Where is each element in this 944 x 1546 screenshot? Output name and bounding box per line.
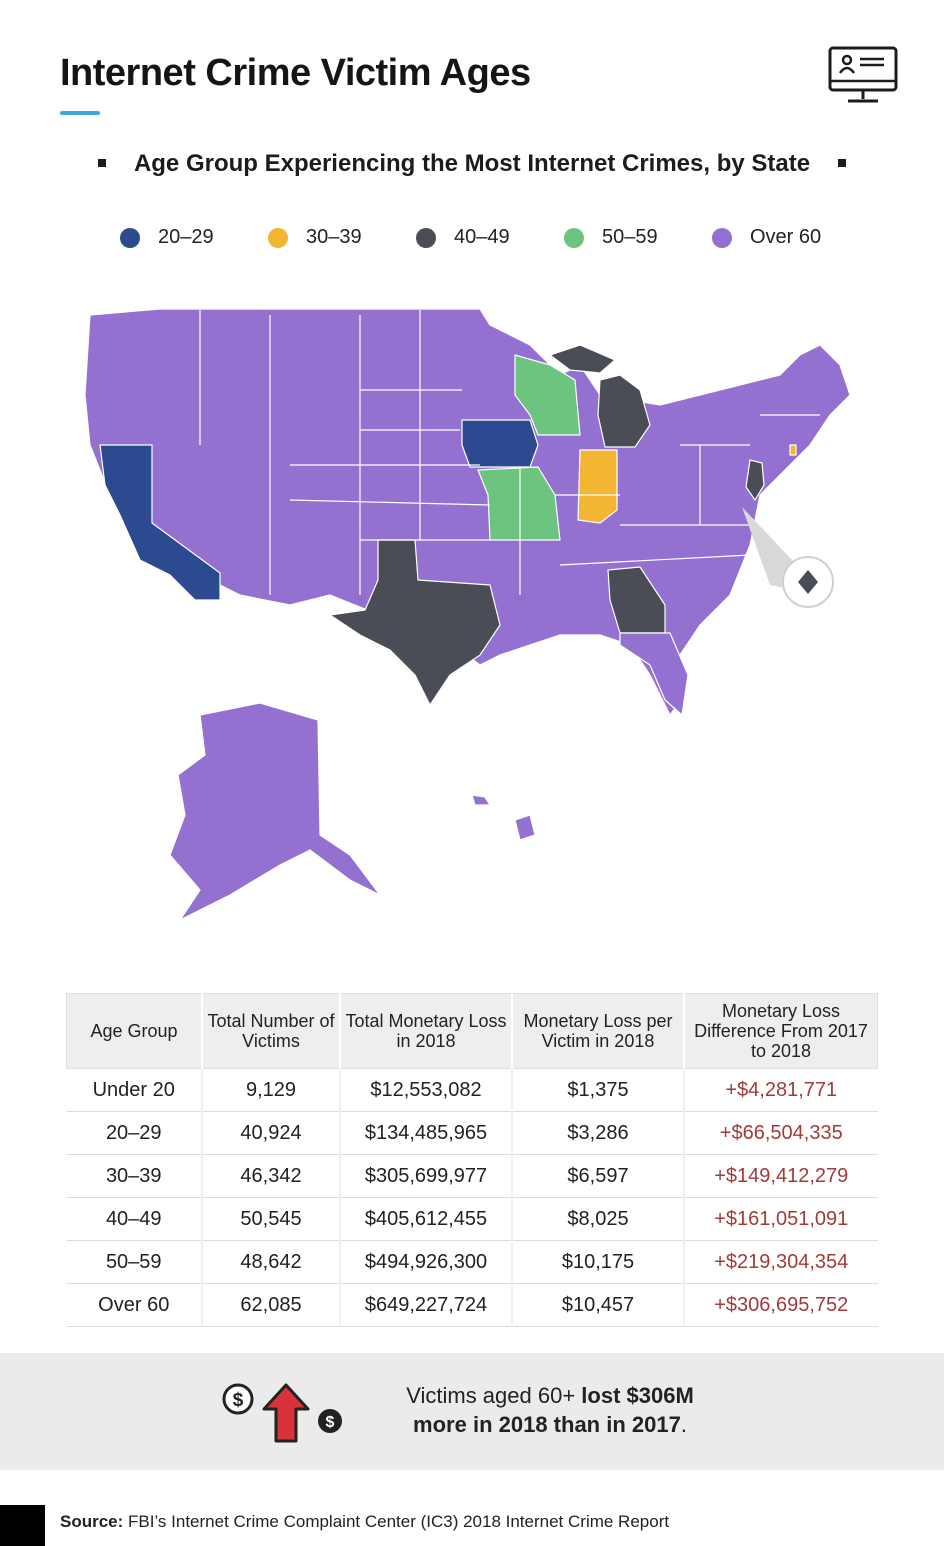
cell-age-group: 20–29 <box>66 1111 203 1155</box>
title-underline <box>60 111 100 115</box>
cell-loss-difference: +$306,695,752 <box>684 1283 878 1327</box>
legend-dot-40-49 <box>416 227 436 248</box>
cell-loss-per-victim: $6,597 <box>512 1154 685 1198</box>
source-bar-decoration <box>0 1505 45 1546</box>
callout-line2-bold: more in 2018 than in 2017 <box>413 1412 681 1437</box>
table-row: 20–29 40,924 $134,485,965 $3,286 +$66,50… <box>66 1111 878 1155</box>
monitor-user-icon <box>828 46 898 103</box>
cell-loss-per-victim: $1,375 <box>512 1068 685 1112</box>
source-text: FBI’s Internet Crime Complaint Center (I… <box>123 1512 670 1531</box>
state-michigan <box>597 374 651 448</box>
callout-line2-end: . <box>680 1412 687 1437</box>
victim-stats-table: Age Group Total Number of Victims Total … <box>66 993 878 1327</box>
legend-item: 30–39 <box>268 226 362 249</box>
up-arrow-icon <box>262 1383 310 1443</box>
callout-line1-bold: lost $306M <box>581 1383 694 1408</box>
cell-victims: 48,642 <box>202 1240 341 1284</box>
table-row: Under 20 9,129 $12,553,082 $1,375 +$4,28… <box>66 1068 878 1112</box>
legend-dot-20-29 <box>120 227 140 248</box>
state-california <box>99 444 221 601</box>
cell-victims: 40,924 <box>202 1111 341 1155</box>
cell-victims: 50,545 <box>202 1197 341 1241</box>
table-row: 30–39 46,342 $305,699,977 $6,597 +$149,4… <box>66 1154 878 1198</box>
cell-total-loss: $12,553,082 <box>340 1068 513 1112</box>
map-svg <box>84 308 851 921</box>
state-hawaii <box>514 814 536 841</box>
cell-loss-difference: +$149,412,279 <box>684 1154 878 1198</box>
cell-loss-per-victim: $10,457 <box>512 1283 685 1327</box>
dollar-coin-icon: $ <box>222 1383 254 1415</box>
callout-line1-normal: Victims aged 60+ <box>406 1383 582 1408</box>
state-wisconsin <box>514 354 581 436</box>
table-header-row: Age Group Total Number of Victims Total … <box>66 993 878 1069</box>
source-citation: Source: FBI’s Internet Crime Complaint C… <box>60 1512 669 1532</box>
cell-loss-per-victim: $8,025 <box>512 1197 685 1241</box>
legend-item: Over 60 <box>712 226 821 249</box>
callout-banner: $ $ Victims aged 60+ lost $306M more in … <box>0 1353 944 1470</box>
cell-total-loss: $494,926,300 <box>340 1240 513 1284</box>
legend-dot-over-60 <box>712 227 732 248</box>
cell-total-loss: $134,485,965 <box>340 1111 513 1155</box>
cell-total-loss: $649,227,724 <box>340 1283 513 1327</box>
bullet-square-right <box>838 158 847 167</box>
page-title: Internet Crime Victim Ages <box>60 52 531 94</box>
state-texas <box>329 539 501 706</box>
cell-loss-difference: +$219,304,354 <box>684 1240 878 1284</box>
header-loss-per-victim: Monetary Loss per Victim in 2018 <box>512 993 685 1069</box>
cell-loss-per-victim: $10,175 <box>512 1240 685 1284</box>
legend-item: 20–29 <box>120 226 214 249</box>
dc-marker-icon <box>798 570 818 594</box>
cell-victims: 46,342 <box>202 1154 341 1198</box>
cell-age-group: Over 60 <box>66 1283 203 1327</box>
state-indiana <box>577 449 618 524</box>
cell-age-group: Under 20 <box>66 1068 203 1112</box>
cell-victims: 9,129 <box>202 1068 341 1112</box>
dollar-coin-small-icon: $ <box>318 1409 342 1433</box>
state-missouri <box>477 466 561 541</box>
svg-text:$: $ <box>326 1414 335 1431</box>
state-hawaii-islands <box>471 794 491 806</box>
subtitle-text: Age Group Experiencing the Most Internet… <box>133 150 811 177</box>
cell-total-loss: $405,612,455 <box>340 1197 513 1241</box>
legend-dot-30-39 <box>268 227 288 248</box>
svg-text:$: $ <box>233 1390 244 1411</box>
legend-label: 20–29 <box>158 226 214 248</box>
cell-loss-difference: +$161,051,091 <box>684 1197 878 1241</box>
legend-label: 40–49 <box>454 226 510 248</box>
legend-item: 40–49 <box>416 226 510 249</box>
state-iowa <box>461 419 539 468</box>
header-total-victims: Total Number of Victims <box>202 993 341 1069</box>
source-label: Source: <box>60 1512 124 1531</box>
state-borders <box>199 310 820 595</box>
callout-text: Victims aged 60+ lost $306M more in 2018… <box>370 1381 730 1439</box>
header-loss-difference: Monetary Loss Difference From 2017 to 20… <box>684 993 878 1069</box>
state-rhode-island <box>789 444 797 456</box>
legend-dot-50-59 <box>564 227 584 248</box>
state-new-jersey <box>745 459 765 501</box>
bullet-square-left <box>97 158 106 167</box>
cell-age-group: 40–49 <box>66 1197 203 1241</box>
cell-age-group: 50–59 <box>66 1240 203 1284</box>
table-row: 40–49 50,545 $405,612,455 $8,025 +$161,0… <box>66 1197 878 1241</box>
legend-item: 50–59 <box>564 226 658 249</box>
cell-total-loss: $305,699,977 <box>340 1154 513 1198</box>
cell-loss-per-victim: $3,286 <box>512 1111 685 1155</box>
state-florida <box>619 632 689 716</box>
legend-label: Over 60 <box>750 226 822 248</box>
table-row: Over 60 62,085 $649,227,724 $10,457 +$30… <box>66 1283 878 1327</box>
us-choropleth-map <box>60 295 880 945</box>
money-increase-icon: $ $ <box>222 1383 342 1443</box>
cell-loss-difference: +$4,281,771 <box>684 1068 878 1112</box>
legend-label: 30–39 <box>306 226 362 248</box>
cell-age-group: 30–39 <box>66 1154 203 1198</box>
cell-victims: 62,085 <box>202 1283 341 1327</box>
state-michigan-upper <box>549 344 616 374</box>
state-alaska <box>169 702 381 921</box>
legend-label: 50–59 <box>602 226 658 248</box>
header-age-group: Age Group <box>66 993 203 1069</box>
cell-loss-difference: +$66,504,335 <box>684 1111 878 1155</box>
header-total-loss: Total Monetary Loss in 2018 <box>340 993 513 1069</box>
map-subtitle: Age Group Experiencing the Most Internet… <box>0 150 944 178</box>
table-row: 50–59 48,642 $494,926,300 $10,175 +$219,… <box>66 1240 878 1284</box>
